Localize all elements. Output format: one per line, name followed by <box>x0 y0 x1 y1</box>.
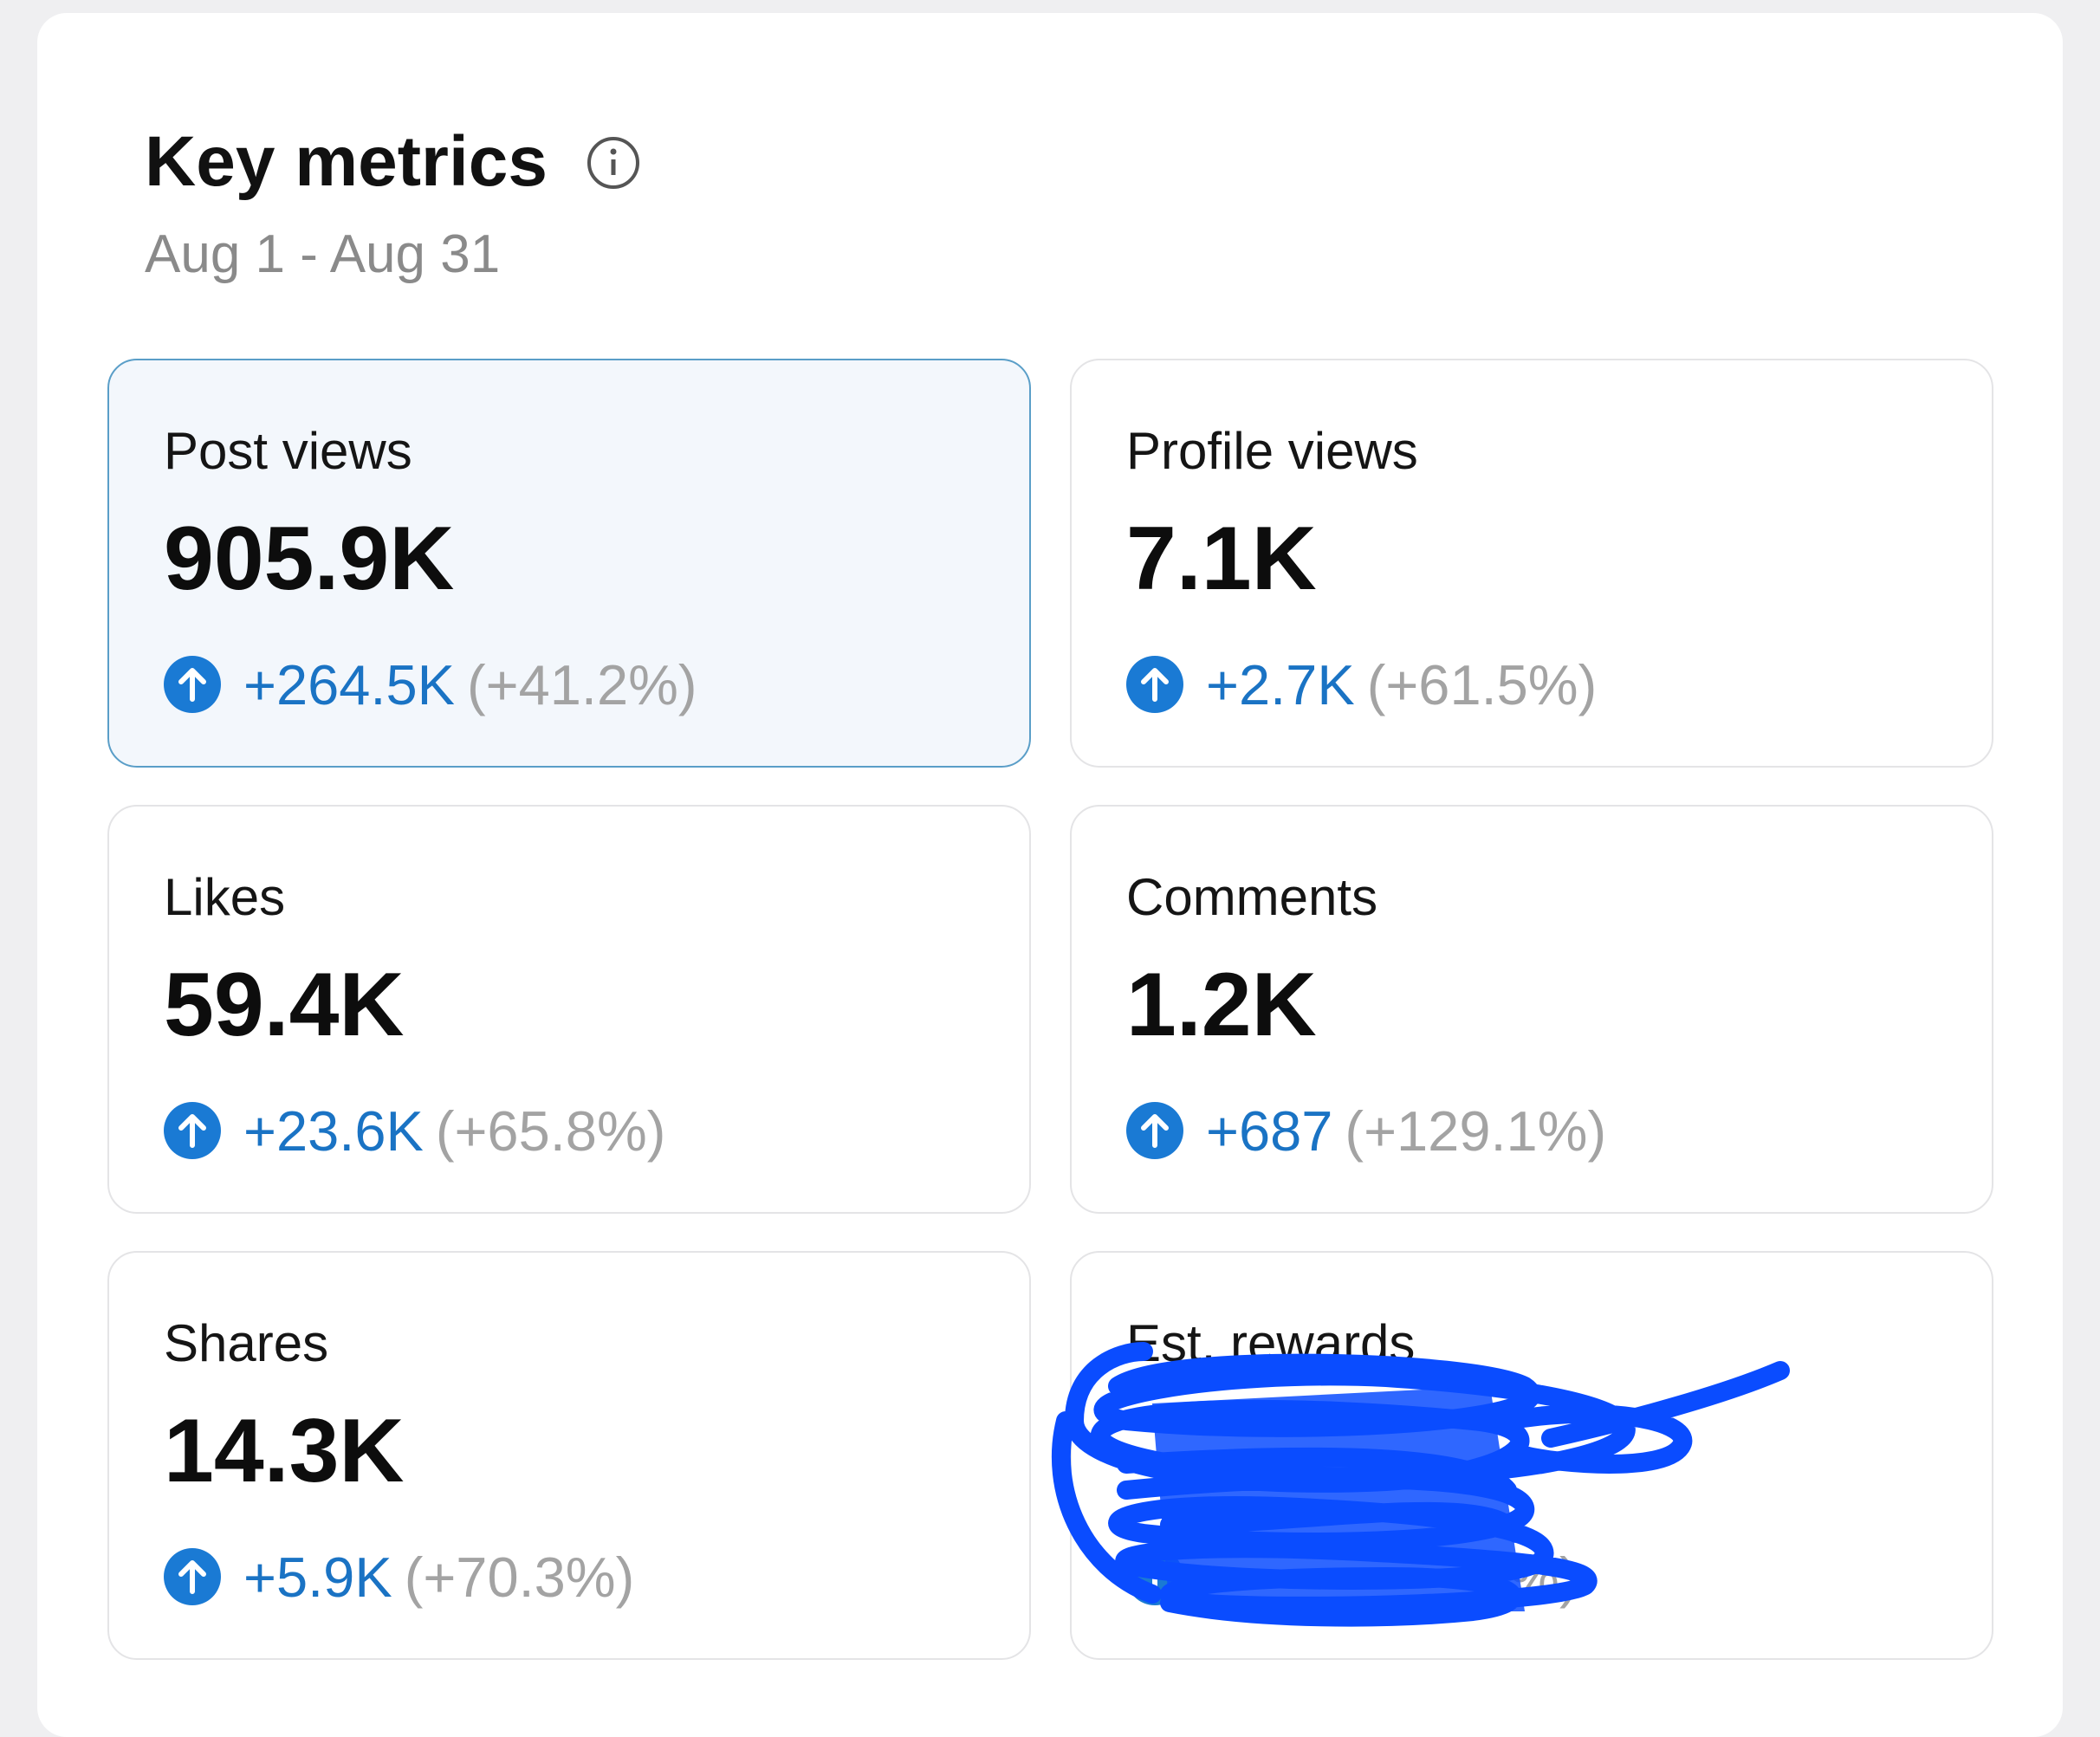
info-icon[interactable] <box>586 135 641 191</box>
change-delta: +5.9K <box>243 1545 392 1609</box>
metric-label: Est. rewards <box>1126 1314 1416 1372</box>
up-arrow-icon <box>1126 1102 1183 1159</box>
up-arrow-icon <box>164 1548 221 1605</box>
change-delta: +687 <box>1206 1099 1333 1163</box>
title: Key metrics <box>145 122 548 201</box>
metric-change: +687 (+129.1%) <box>1126 1098 1606 1163</box>
change-percent: 3%) <box>1478 1545 1578 1609</box>
key-metrics-card: Key metrics Aug 1 - Aug 31 Post views 905… <box>37 13 2063 1737</box>
metric-tile[interactable]: Comments 1.2K +687 (+129.1%) <box>1070 805 1993 1214</box>
metric-value: 1.2K <box>1126 955 1317 1055</box>
metric-change: +5.9K (+70.3%) <box>164 1544 634 1610</box>
metric-tile[interactable]: Shares 14.3K +5.9K (+70.3%) <box>107 1251 1031 1660</box>
change-percent: (+70.3%) <box>404 1545 635 1609</box>
metric-tile[interactable]: Post views 905.9K +264.5K (+41.2%) <box>107 359 1031 768</box>
metric-label: Post views <box>164 422 412 480</box>
change-percent: (+41.2%) <box>466 652 697 716</box>
metric-change: +2.7K (+61.5%) <box>1126 651 1597 717</box>
up-arrow-icon <box>164 656 221 713</box>
metric-label: Profile views <box>1126 422 1418 480</box>
date-range: Aug 1 - Aug 31 <box>145 224 501 284</box>
change-percent: (+61.5%) <box>1366 652 1598 716</box>
change-delta: +264.5K <box>243 652 455 716</box>
metric-change: +23.6K (+65.8%) <box>164 1098 665 1163</box>
up-arrow-icon <box>1126 1548 1183 1605</box>
metric-value: 7.1K <box>1126 509 1317 609</box>
metric-label: Comments <box>1126 868 1378 926</box>
metric-value: 59.4K <box>164 955 405 1055</box>
metric-change: +264.5K (+41.2%) <box>164 651 697 717</box>
metric-value: 905.9K <box>164 509 455 609</box>
metric-tile[interactable]: Profile views 7.1K +2.7K (+61.5%) <box>1070 359 1993 768</box>
metric-tile[interactable]: Likes 59.4K +23.6K (+65.8%) <box>107 805 1031 1214</box>
metric-label: Shares <box>164 1314 329 1372</box>
change-delta: +2.7K <box>1206 652 1355 716</box>
up-arrow-icon <box>164 1102 221 1159</box>
metric-label: Likes <box>164 868 286 926</box>
metric-change: 3%) <box>1126 1544 1578 1610</box>
change-percent: (+129.1%) <box>1345 1099 1607 1163</box>
metric-value: 14.3K <box>164 1401 405 1501</box>
up-arrow-icon <box>1126 656 1183 713</box>
change-percent: (+65.8%) <box>435 1099 666 1163</box>
metric-tile[interactable]: Est. rewards 3%) <box>1070 1251 1993 1660</box>
change-delta: +23.6K <box>243 1099 424 1163</box>
